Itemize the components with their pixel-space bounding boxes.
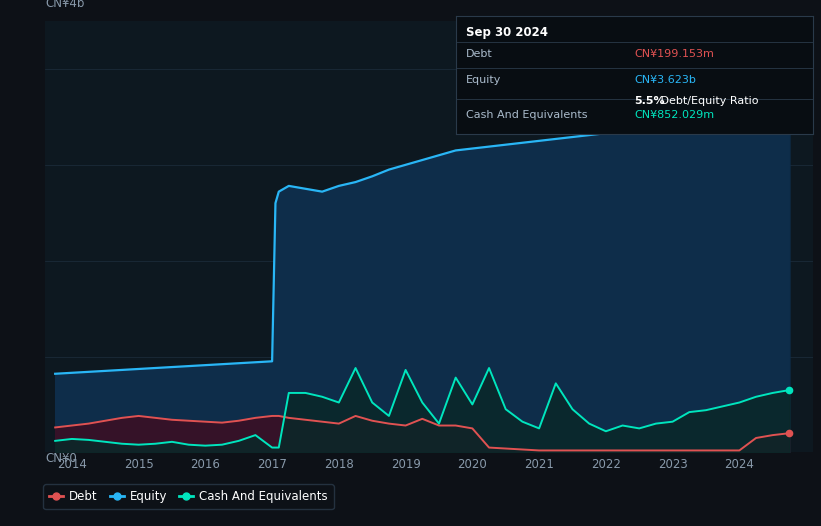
- Text: CN¥4b: CN¥4b: [45, 0, 85, 11]
- Text: CN¥0: CN¥0: [45, 452, 77, 466]
- Text: CN¥3.623b: CN¥3.623b: [635, 75, 696, 85]
- Legend: Debt, Equity, Cash And Equivalents: Debt, Equity, Cash And Equivalents: [44, 484, 334, 509]
- Text: CN¥199.153m: CN¥199.153m: [635, 49, 714, 59]
- Text: Equity: Equity: [466, 75, 502, 85]
- Text: Cash And Equivalents: Cash And Equivalents: [466, 110, 588, 120]
- Text: Debt/Equity Ratio: Debt/Equity Ratio: [658, 96, 759, 106]
- Text: Debt: Debt: [466, 49, 493, 59]
- Text: Sep 30 2024: Sep 30 2024: [466, 26, 548, 39]
- Text: 5.5%: 5.5%: [635, 96, 665, 106]
- Text: CN¥852.029m: CN¥852.029m: [635, 110, 714, 120]
